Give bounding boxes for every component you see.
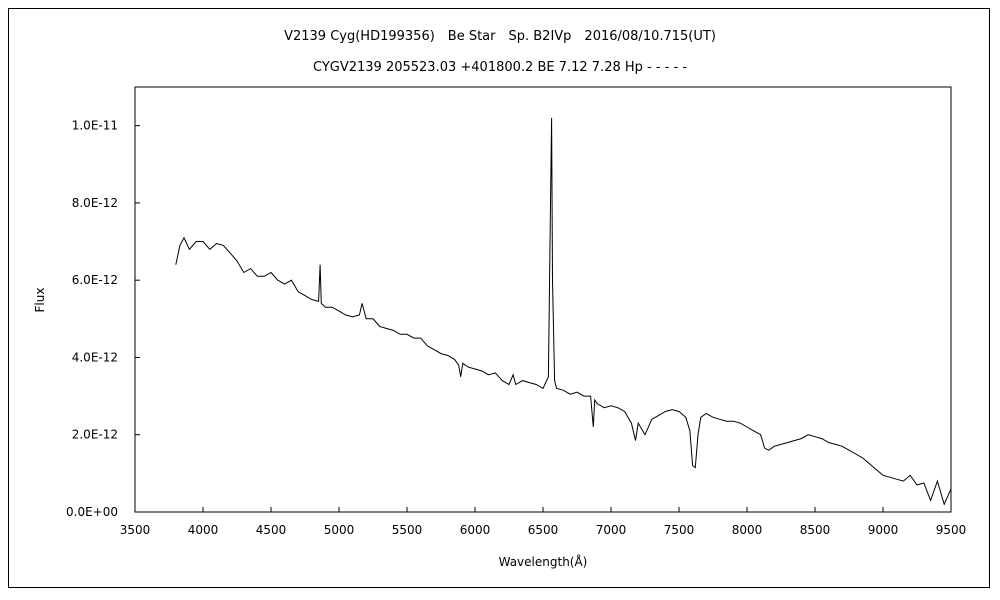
x-tick-label: 4500 xyxy=(256,523,287,537)
x-tick-label: 4000 xyxy=(188,523,219,537)
chart-subtitle: CYGV2139 205523.03 +401800.2 BE 7.12 7.2… xyxy=(313,60,687,75)
spectrum-line xyxy=(175,117,952,506)
x-tick-label: 9000 xyxy=(868,523,899,537)
x-tick-label: 7500 xyxy=(664,523,695,537)
chart-frame xyxy=(8,8,990,588)
y-tick-label: 2.0E-12 xyxy=(72,428,118,442)
y-tick-label: 0.0E+00 xyxy=(66,505,118,519)
y-tick-label: 1.0E-11 xyxy=(72,119,118,133)
y-tick-label: 6.0E-12 xyxy=(72,273,118,287)
x-tick-label: 5500 xyxy=(392,523,423,537)
plot-area xyxy=(134,86,952,513)
y-axis-label: Flux xyxy=(33,288,47,313)
y-tick-label: 4.0E-12 xyxy=(72,350,118,364)
y-axis: 0.0E+00 2.0E-12 4.0E-12 6.0E-12 8.0E-12 1.0E-… xyxy=(66,119,140,519)
x-tick-label: 8000 xyxy=(732,523,763,537)
x-axis: 3500 4000 4500 5000 5500 6000 6500 7000 7500 8000… xyxy=(120,507,967,537)
x-tick-label: 5000 xyxy=(324,523,355,537)
x-tick-label: 6000 xyxy=(460,523,491,537)
x-tick-label: 7000 xyxy=(596,523,627,537)
x-tick-label: 9500 xyxy=(936,523,967,537)
x-tick-label: 8500 xyxy=(800,523,831,537)
chart-title: V2139 Cyg(HD199356) Be Star Sp. B2IVp 20… xyxy=(284,29,716,44)
y-tick-label: 8.0E-12 xyxy=(72,196,118,210)
x-tick-label: 3500 xyxy=(120,523,151,537)
x-axis-label: Wavelength(Å) xyxy=(499,554,588,569)
x-tick-label: 6500 xyxy=(528,523,559,537)
